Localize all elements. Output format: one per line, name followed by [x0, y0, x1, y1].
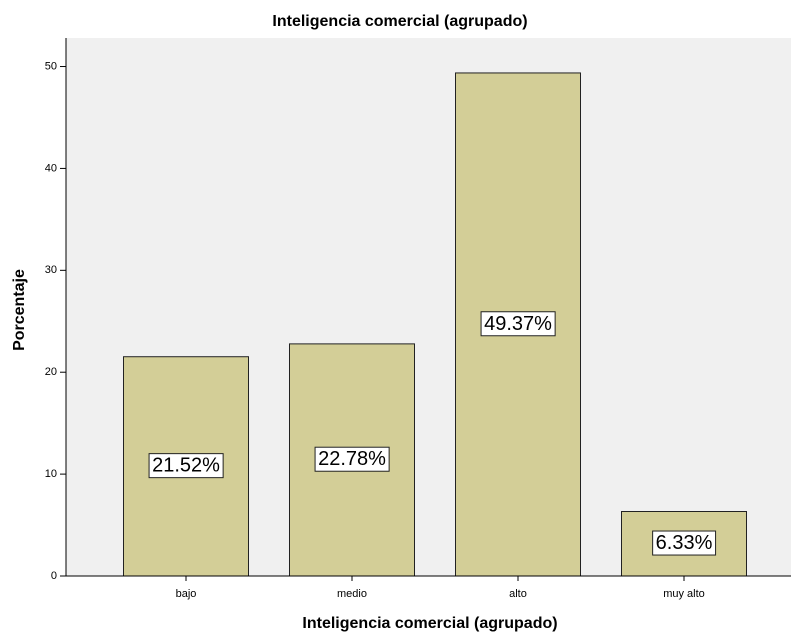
y-tick-label: 0 — [51, 570, 57, 582]
x-tick-label: muy alto — [663, 588, 705, 600]
value-label: 21.52% — [152, 455, 220, 477]
value-label-box — [314, 446, 390, 472]
y-axis-label: Porcentaje — [11, 269, 28, 351]
value-label-box — [652, 530, 717, 556]
y-tick-label: 10 — [45, 468, 57, 480]
y-tick-label: 40 — [45, 162, 57, 174]
x-tick-label: alto — [509, 588, 527, 600]
value-label: 6.33% — [656, 532, 713, 554]
value-label-box — [148, 453, 224, 479]
x-tick-label: medio — [337, 588, 367, 600]
x-tick-label: bajo — [176, 588, 197, 600]
value-label: 22.78% — [318, 448, 386, 470]
y-tick-label: 50 — [45, 60, 57, 72]
y-tick-label: 20 — [45, 366, 57, 378]
value-label-box — [480, 311, 556, 337]
x-axis-label: Inteligencia comercial (agrupado) — [302, 615, 557, 632]
y-tick-label: 30 — [45, 264, 57, 276]
chart-title: Inteligencia comercial (agrupado) — [272, 13, 527, 30]
value-label: 49.37% — [484, 313, 552, 335]
